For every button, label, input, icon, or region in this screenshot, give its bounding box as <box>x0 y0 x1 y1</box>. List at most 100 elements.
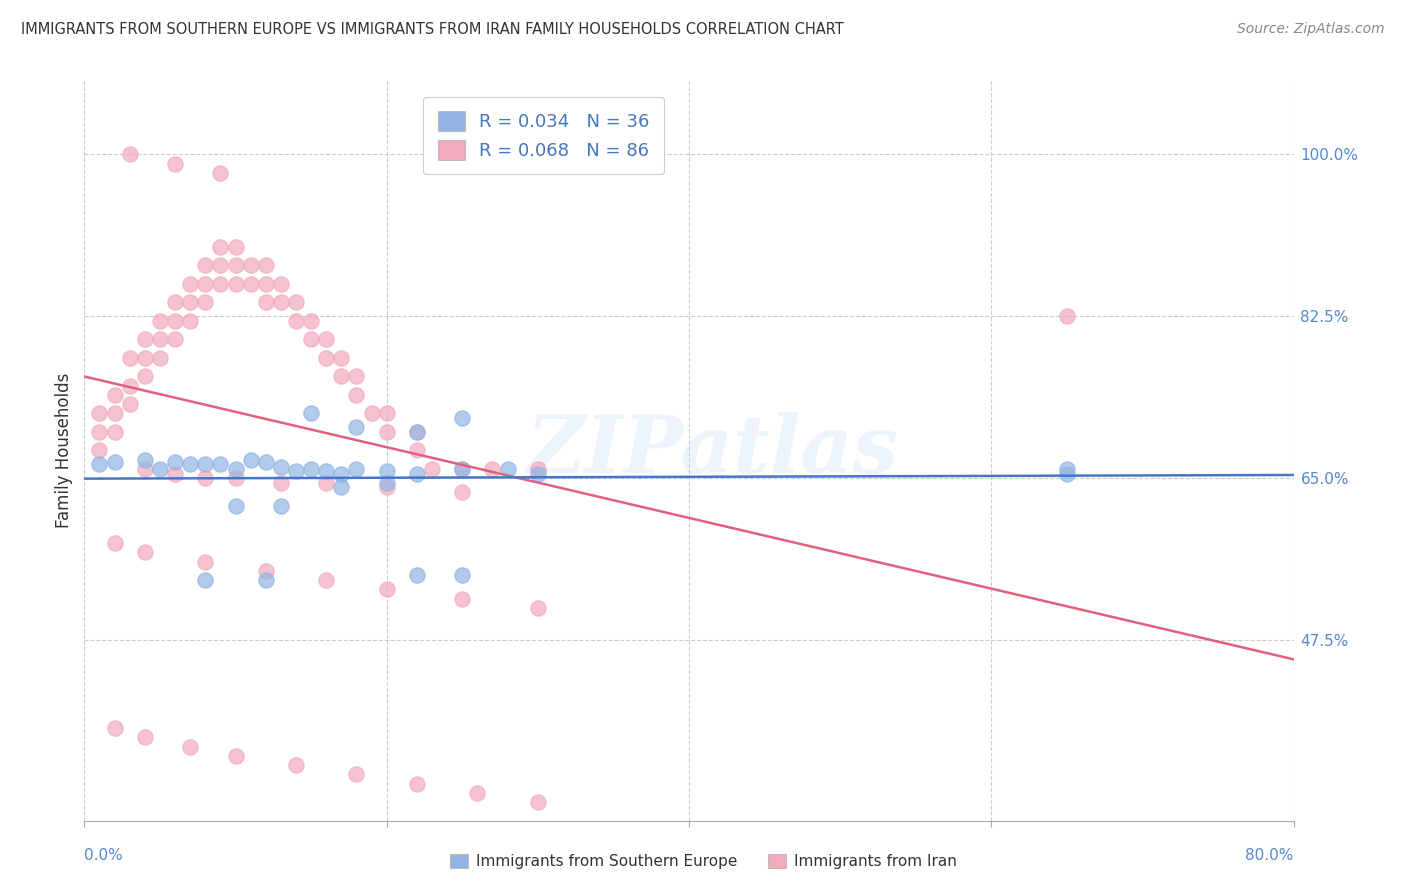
Point <box>134 452 156 467</box>
Point <box>481 462 503 476</box>
Point <box>118 378 141 392</box>
Point <box>89 407 111 421</box>
Point <box>346 767 368 781</box>
Point <box>451 462 474 476</box>
Point <box>104 407 127 421</box>
Point <box>406 443 429 458</box>
Point <box>270 277 292 291</box>
Point <box>299 314 322 328</box>
Point <box>179 739 201 754</box>
Point <box>239 259 262 273</box>
Point <box>134 545 156 559</box>
Point <box>406 425 429 439</box>
Point <box>165 295 187 310</box>
Point <box>375 582 398 597</box>
Point <box>209 166 232 180</box>
Point <box>270 295 292 310</box>
Point <box>225 471 247 485</box>
Point <box>270 475 292 490</box>
Point <box>239 277 262 291</box>
Point <box>451 591 474 606</box>
Point <box>118 147 141 161</box>
Point <box>179 458 201 472</box>
Point <box>451 411 474 425</box>
Point <box>299 462 322 476</box>
Point <box>330 467 353 481</box>
Point <box>451 462 474 476</box>
Point <box>285 314 308 328</box>
Point <box>527 467 550 481</box>
Point <box>254 454 277 468</box>
Point <box>330 369 353 384</box>
Point <box>149 314 172 328</box>
Text: IMMIGRANTS FROM SOUTHERN EUROPE VS IMMIGRANTS FROM IRAN FAMILY HOUSEHOLDS CORREL: IMMIGRANTS FROM SOUTHERN EUROPE VS IMMIG… <box>21 22 844 37</box>
Point <box>149 332 172 346</box>
Point <box>104 425 127 439</box>
Point <box>225 259 247 273</box>
Point <box>194 554 217 569</box>
Point <box>254 259 277 273</box>
Point <box>254 277 277 291</box>
Point <box>134 351 156 365</box>
Text: 80.0%: 80.0% <box>1246 848 1294 863</box>
Point <box>496 462 519 476</box>
Point <box>149 462 172 476</box>
Point <box>209 458 232 472</box>
Point <box>375 407 398 421</box>
Point <box>225 748 247 763</box>
Point <box>194 277 217 291</box>
Point <box>89 458 111 472</box>
Point <box>346 388 368 402</box>
Point <box>254 564 277 578</box>
Point <box>420 462 443 476</box>
Point <box>375 481 398 495</box>
Point <box>451 568 474 582</box>
Point <box>165 156 187 170</box>
Point <box>134 369 156 384</box>
Point <box>315 351 337 365</box>
Point <box>118 351 141 365</box>
Point <box>346 420 368 434</box>
Point <box>375 464 398 478</box>
Point <box>165 314 187 328</box>
Point <box>315 332 337 346</box>
Point <box>467 786 489 800</box>
Point <box>194 458 217 472</box>
Point <box>194 573 217 587</box>
Point <box>299 407 322 421</box>
Point <box>346 462 368 476</box>
Point <box>104 388 127 402</box>
Legend: R = 0.034   N = 36, R = 0.068   N = 86: R = 0.034 N = 36, R = 0.068 N = 86 <box>423 96 664 175</box>
Point <box>179 277 201 291</box>
Text: 0.0%: 0.0% <box>84 848 124 863</box>
Point <box>225 462 247 476</box>
Point <box>149 351 172 365</box>
Point <box>527 600 550 615</box>
Point <box>239 452 262 467</box>
Point <box>270 499 292 513</box>
Point <box>315 573 337 587</box>
Point <box>406 776 429 791</box>
Point <box>165 332 187 346</box>
Point <box>134 462 156 476</box>
Point <box>315 464 337 478</box>
Text: Source: ZipAtlas.com: Source: ZipAtlas.com <box>1237 22 1385 37</box>
Point <box>346 369 368 384</box>
Point <box>225 499 247 513</box>
Point <box>179 314 201 328</box>
Point <box>194 259 217 273</box>
Point <box>89 443 111 458</box>
Point <box>104 721 127 735</box>
Point <box>209 277 232 291</box>
Point <box>1056 467 1078 481</box>
Point <box>209 259 232 273</box>
Point <box>270 460 292 475</box>
Point <box>330 481 353 495</box>
Y-axis label: Family Households: Family Households <box>55 373 73 528</box>
Point <box>406 425 429 439</box>
Point <box>165 454 187 468</box>
Point <box>104 536 127 550</box>
Legend: Immigrants from Southern Europe, Immigrants from Iran: Immigrants from Southern Europe, Immigra… <box>443 848 963 875</box>
Point <box>451 485 474 500</box>
Point <box>89 425 111 439</box>
